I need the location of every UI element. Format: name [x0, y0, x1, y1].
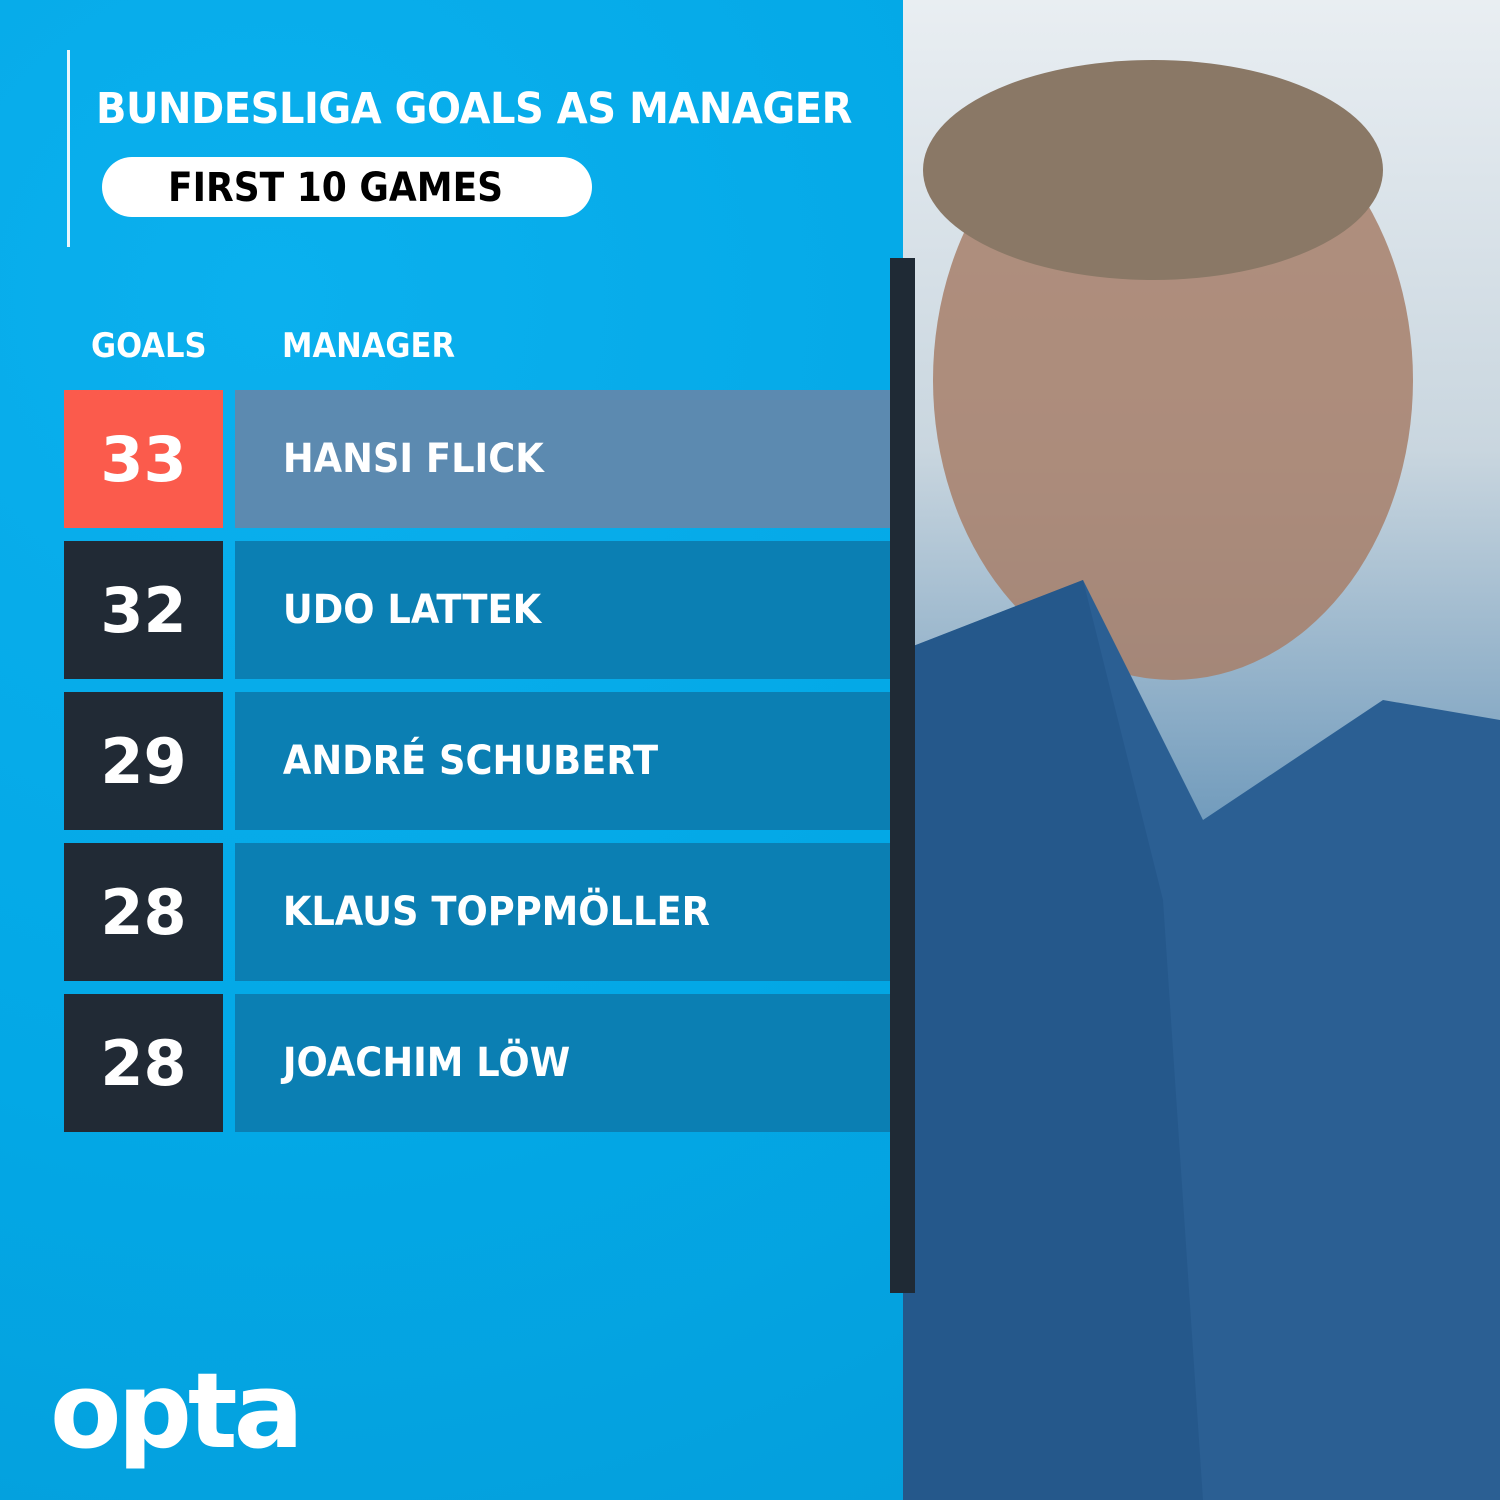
manager-name: JOACHIM LÖW — [282, 1040, 571, 1086]
column-header-manager: MANAGER — [282, 326, 456, 366]
manager-name: UDO LATTEK — [282, 587, 542, 633]
column-header-goals: GOALS — [91, 326, 207, 366]
manager-cell: ANDRÉ SCHUBERT — [235, 692, 890, 830]
goals-value: 28 — [64, 843, 223, 981]
manager-name: KLAUS TOPPMÖLLER — [282, 889, 710, 935]
manager-cell: KLAUS TOPPMÖLLER — [235, 843, 890, 981]
accent-bar — [890, 258, 915, 1293]
manager-photo — [903, 0, 1500, 1500]
manager-name: HANSI FLICK — [282, 436, 544, 482]
table-row: 29 ANDRÉ SCHUBERT — [64, 692, 890, 830]
chart-title: BUNDESLIGA GOALS AS MANAGER — [96, 84, 852, 134]
photo-illustration — [903, 60, 1500, 1500]
table-row: 28 JOACHIM LÖW — [64, 994, 890, 1132]
table-row: 33 HANSI FLICK — [64, 390, 890, 528]
manager-cell: UDO LATTEK — [235, 541, 890, 679]
goals-value: 33 — [64, 390, 223, 528]
subtitle-pill: FIRST 10 GAMES — [102, 157, 592, 217]
goals-value: 32 — [64, 541, 223, 679]
goals-value: 28 — [64, 994, 223, 1132]
manager-name: ANDRÉ SCHUBERT — [282, 738, 659, 784]
chart-subtitle: FIRST 10 GAMES — [168, 165, 504, 211]
table-row: 28 KLAUS TOPPMÖLLER — [64, 843, 890, 981]
manager-cell: HANSI FLICK — [235, 390, 890, 528]
manager-cell: JOACHIM LÖW — [235, 994, 890, 1132]
goals-value: 29 — [64, 692, 223, 830]
title-divider — [67, 50, 70, 247]
table-row: 32 UDO LATTEK — [64, 541, 890, 679]
opta-logo: opta — [50, 1350, 304, 1472]
